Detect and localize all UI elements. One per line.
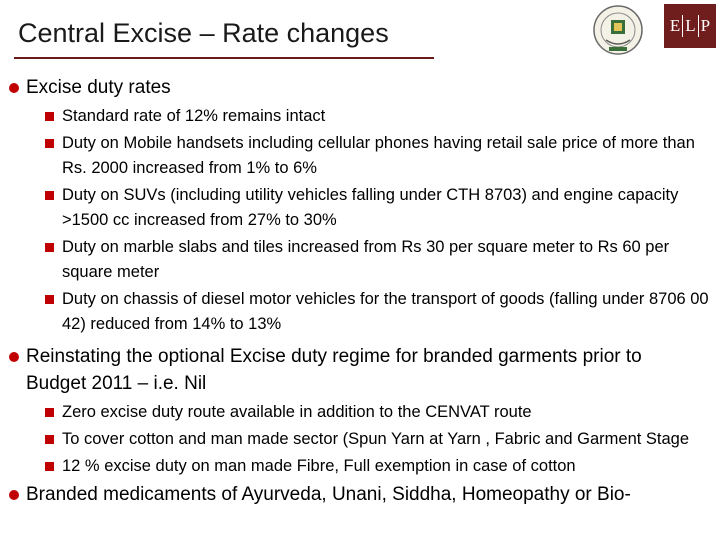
bullet-branded-medicaments: Branded medicaments of Ayurveda, Unani, … [0, 481, 720, 508]
logo-separator [697, 15, 699, 37]
bullet-excise-duty-rates: Excise duty rates [0, 74, 720, 101]
slide-title: Central Excise – Rate changes [18, 18, 389, 48]
bullet-text: Reinstating the optional Excise duty reg… [26, 346, 642, 394]
round-bullet-icon [9, 83, 19, 93]
square-bullet-icon [45, 191, 54, 200]
sub-bullet-text: Standard rate of 12% remains intact [62, 107, 326, 125]
sub-bullet: 12 % excise duty on man made Fibre, Full… [0, 454, 720, 479]
round-bullet-icon [9, 490, 19, 500]
bullet-branded-garments: Reinstating the optional Excise duty reg… [0, 343, 720, 397]
logo-letter: L [685, 16, 696, 35]
sub-bullet-text: Duty on Mobile handsets including cellul… [62, 134, 695, 177]
sub-bullet-text: Zero excise duty route available in addi… [62, 403, 532, 421]
slide-header: Central Excise – Rate changes E L P [0, 0, 720, 62]
sub-bullet-text: Duty on marble slabs and tiles increased… [62, 238, 670, 281]
square-bullet-icon [45, 435, 54, 444]
sub-bullet: Duty on chassis of diesel motor vehicles… [0, 287, 720, 337]
square-bullet-icon [45, 139, 54, 148]
logo-letter: E [669, 16, 681, 35]
square-bullet-icon [45, 243, 54, 252]
square-bullet-icon [45, 462, 54, 471]
sub-bullet: Duty on SUVs (including utility vehicles… [0, 183, 720, 233]
elp-logo: E L P [664, 4, 716, 48]
sub-bullet: Zero excise duty route available in addi… [0, 400, 720, 425]
square-bullet-icon [45, 408, 54, 417]
sub-bullet-text: Duty on SUVs (including utility vehicles… [62, 186, 679, 229]
bullet-text: Excise duty rates [26, 77, 171, 98]
sub-bullet: To cover cotton and man made sector (Spu… [0, 427, 720, 452]
square-bullet-icon [45, 112, 54, 121]
sub-bullet: Duty on Mobile handsets including cellul… [0, 131, 720, 181]
sub-bullet: Duty on marble slabs and tiles increased… [0, 235, 720, 285]
sub-bullet-text: Duty on chassis of diesel motor vehicles… [62, 290, 709, 333]
logo-separator [682, 15, 684, 37]
sub-bullet: Standard rate of 12% remains intact [0, 104, 720, 129]
sub-bullet-text: To cover cotton and man made sector (Spu… [62, 430, 690, 448]
slide-content: Excise duty rates Standard rate of 12% r… [0, 74, 720, 511]
bullet-text: Branded medicaments of Ayurveda, Unani, … [26, 484, 631, 505]
header-divider [14, 57, 434, 59]
round-bullet-icon [9, 352, 19, 362]
sub-bullet-text: 12 % excise duty on man made Fibre, Full… [62, 457, 576, 475]
emblem-seal-icon [593, 5, 643, 55]
logo-letter: P [700, 16, 711, 35]
square-bullet-icon [45, 295, 54, 304]
